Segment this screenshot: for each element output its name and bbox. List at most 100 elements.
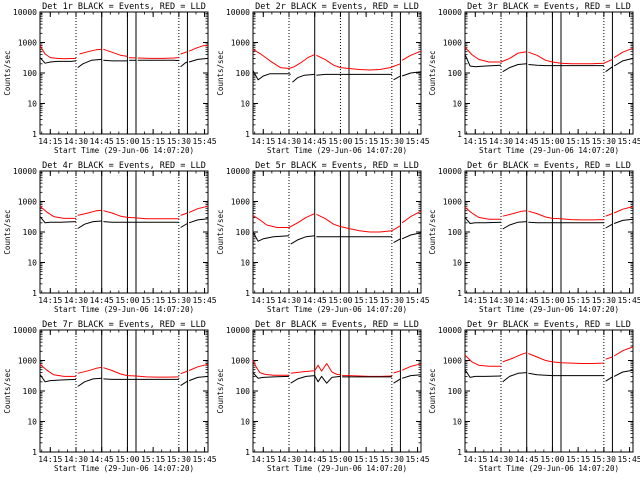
events-series-line [103,59,128,62]
y-tick-label: 10 [452,259,462,268]
events-series-line [316,73,392,76]
plot-frame [39,11,209,135]
x-tick-label: 14:45 [515,455,539,464]
lld-series-line [605,213,613,217]
x-tick-label: 14:15 [38,296,62,305]
panel-1: Det 1r BLACK = Events, RED = LLD 1 10 100 10… [3,2,217,155]
events-series-line [39,374,77,383]
y-tick-label: 1 [457,130,462,139]
x-tick-label: 14:15 [463,455,487,464]
lld-series-line [613,206,634,214]
y-tick-label: 1000 [18,39,37,48]
lld-series-line [502,210,527,217]
y-axis-label: Counts/sec [216,368,225,413]
events-series-line [39,57,77,64]
lld-series-line [180,212,188,216]
y-tick-label: 10000 [226,326,250,335]
y-tick-label: 10 [452,100,462,109]
x-tick-label: 14:30 [64,455,88,464]
x-tick-label: 15:30 [380,137,404,146]
x-tick-label: 15:15 [566,296,590,305]
x-axis-label: Start Time (29-Jun-06 14:07:20) [267,305,407,314]
panel-8: Det 8r BLACK = Events, RED = LLD 1 10 100 10… [216,320,430,473]
y-tick-label: 10000 [13,167,37,176]
events-series-line [292,73,315,83]
events-series-line [290,375,341,384]
events-series-line [188,218,209,224]
x-tick-label: 15:45 [406,137,430,146]
y-tick-label: 1000 [18,357,37,366]
x-tick-label: 15:45 [193,455,217,464]
x-tick-label: 14:30 [489,137,513,146]
y-tick-label: 10 [27,100,37,109]
events-series-line [401,374,422,379]
y-tick-label: 10 [240,100,250,109]
y-tick-label: 1000 [18,198,37,207]
events-series-line [188,57,209,63]
lld-series-line [103,48,128,57]
x-tick-label: 14:45 [515,137,539,146]
x-tick-label: 15:15 [141,455,165,464]
lld-series-line [464,354,501,367]
x-axis-label: Start Time (29-Jun-06 14:07:20) [479,305,619,314]
events-series-line [401,232,422,240]
y-tick-label: 100 [23,387,38,396]
events-series-line [103,378,179,380]
lld-series-line [252,48,315,69]
x-tick-label: 15:45 [406,296,430,305]
x-tick-label: 15:45 [193,137,217,146]
x-tick-label: 14:30 [489,296,513,305]
lld-series-line [316,54,401,71]
x-tick-label: 15:30 [167,455,191,464]
y-tick-label: 1 [245,289,250,298]
y-tick-label: 1000 [231,39,250,48]
y-tick-label: 1 [32,448,37,457]
x-tick-label: 14:15 [251,296,275,305]
events-series-line [401,71,422,77]
x-tick-label: 14:30 [64,137,88,146]
events-series-line [502,221,527,230]
y-tick-label: 100 [236,69,251,78]
events-series-line [252,231,290,242]
events-series-line [605,376,613,382]
events-series-line [605,223,613,229]
y-tick-label: 10000 [438,8,462,17]
x-tick-label: 15:15 [354,455,378,464]
x-tick-label: 15:45 [406,455,430,464]
y-tick-label: 100 [23,228,38,237]
lld-series-line [180,370,188,375]
x-tick-label: 15:30 [592,296,616,305]
y-axis-label: Counts/sec [216,50,225,95]
y-tick-label: 1 [32,289,37,298]
events-series-line [502,372,527,383]
y-tick-label: 10000 [226,167,250,176]
panel-7: Det 7r BLACK = Events, RED = LLD 1 10 100 10… [3,320,217,473]
lld-series-line [502,352,527,363]
x-tick-label: 15:00 [328,296,352,305]
lld-series-line [464,46,527,63]
y-tick-label: 10000 [13,326,37,335]
panel-title: Det 6r BLACK = Events, RED = LLD [467,161,631,171]
panel-9: Det 9r BLACK = Events, RED = LLD 1 10 100 10… [428,320,640,473]
x-tick-label: 14:45 [90,137,114,146]
x-tick-label: 14:30 [277,296,301,305]
panel-title: Det 3r BLACK = Events, RED = LLD [467,2,631,12]
y-tick-label: 100 [236,228,251,237]
x-tick-label: 15:00 [540,455,564,464]
x-tick-label: 14:45 [303,296,327,305]
x-tick-label: 14:15 [463,296,487,305]
y-tick-label: 100 [448,228,463,237]
x-tick-label: 15:45 [193,296,217,305]
panel-title: Det 2r BLACK = Events, RED = LLD [255,2,419,12]
panel-title: Det 8r BLACK = Events, RED = LLD [255,320,419,330]
lld-series-line [39,205,76,219]
x-axis-label: Start Time (29-Jun-06 14:07:20) [54,464,194,473]
events-series-line [464,369,502,378]
y-tick-label: 10000 [438,326,462,335]
lld-series-line [77,209,102,216]
x-tick-label: 14:45 [303,137,327,146]
lld-series-line [528,51,613,65]
y-tick-label: 1 [245,130,250,139]
panel-5: Det 5r BLACK = Events, RED = LLD 1 10 100 10… [216,161,430,314]
